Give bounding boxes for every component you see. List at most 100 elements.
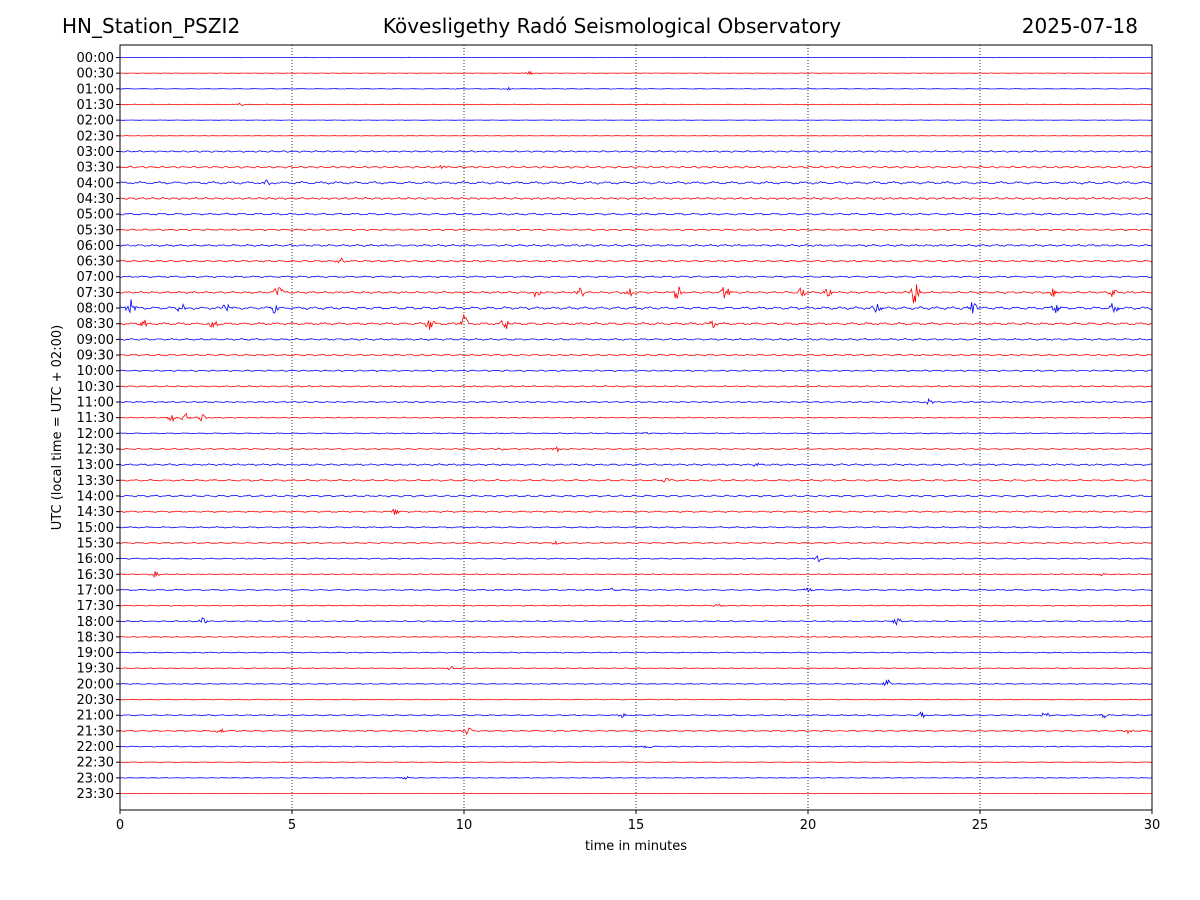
trace-row-2230 [120,761,1153,763]
trace-row-0600 [119,243,1153,247]
y-tick-label: 06:00 [77,239,114,254]
trace-row-0030 [119,70,1153,76]
x-tick-label: 25 [972,818,989,833]
x-tick-label: 5 [288,818,296,833]
y-tick-label: 09:00 [77,333,114,348]
y-tick-label: 19:00 [77,646,114,661]
y-tick-label: 17:00 [77,583,114,598]
x-tick-label: 15 [628,818,645,833]
trace-row-0830 [119,313,1152,330]
trace-row-2100 [119,711,1153,719]
trace-row-0700 [119,275,1153,278]
trace-row-1100 [119,397,1153,405]
y-tick-label: 05:00 [77,208,114,223]
station-title: HN_Station_PSZI2 [62,14,241,38]
trace-row-1600 [119,555,1153,562]
trace-row-2130 [119,727,1153,736]
y-tick-label: 14:30 [77,505,114,520]
x-tick-label: 10 [456,818,473,833]
y-tick-label: 07:30 [77,286,114,301]
trace-row-0300 [119,150,1153,153]
trace-row-0800 [119,299,1153,314]
trace-row-1700 [119,587,1153,593]
y-tick-label: 05:30 [77,223,114,238]
trace-row-0530 [119,228,1152,232]
y-tick-label: 16:00 [77,552,114,567]
trace-row-0400 [120,179,1153,186]
y-tick-label: 23:00 [77,771,114,786]
trace-row-0730 [119,284,1153,304]
y-tick-label: 08:30 [77,317,114,332]
trace-row-0900 [119,338,1153,341]
trace-row-1430 [119,508,1153,515]
y-tick-label: 12:30 [77,443,114,458]
y-tick-label: 18:30 [77,630,114,645]
trace-row-2030 [119,698,1152,701]
trace-row-0100 [119,86,1153,91]
y-tick-label: 14:00 [77,489,114,504]
y-tick-label: 11:30 [77,411,114,426]
trace-row-1000 [119,369,1153,372]
y-tick-label: 11:00 [77,396,114,411]
y-tick-label: 12:00 [77,427,114,442]
y-tick-label: 04:00 [77,176,114,191]
y-tick-label: 09:30 [77,349,114,364]
x-tick-label: 0 [116,818,124,833]
trace-row-0930 [119,353,1152,357]
trace-row-2200 [119,745,1152,749]
trace-row-1030 [119,385,1153,388]
trace-row-1130 [119,412,1152,423]
trace-row-1900 [119,651,1152,654]
y-tick-label: 23:30 [77,787,114,802]
y-tick-label: 03:00 [77,145,114,160]
y-tick-label: 21:30 [77,724,114,739]
trace-row-1630 [119,571,1153,578]
trace-row-1730 [119,603,1153,607]
trace-row-1830 [119,636,1152,638]
y-tick-label: 01:00 [77,82,114,97]
y-tick-label: 01:30 [77,98,114,113]
y-tick-label: 02:30 [77,129,114,144]
trace-row-0430 [119,196,1153,200]
y-tick-label: 13:30 [77,474,114,489]
trace-row-1330 [119,477,1152,483]
trace-row-1300 [119,462,1153,467]
y-tick-label: 10:30 [77,380,114,395]
y-tick-label: 15:30 [77,536,114,551]
y-tick-label: 04:30 [77,192,114,207]
trace-row-0130 [119,102,1153,107]
y-tick-label: 08:00 [77,302,114,317]
x-tick-label: 20 [800,818,817,833]
y-tick-label: 10:00 [77,364,114,379]
y-tick-label: 00:30 [77,67,114,82]
y-tick-label: 21:00 [77,709,114,724]
y-tick-label: 20:30 [77,693,114,708]
trace-row-0500 [119,212,1153,216]
x-tick-label: 30 [1144,818,1161,833]
y-tick-label: 06:30 [77,255,114,270]
trace-row-0330 [119,164,1152,170]
trace-row-1530 [119,539,1152,545]
y-axis-label: UTC (local time = UTC + 02:00) [50,325,65,530]
trace-row-1230 [119,445,1153,453]
y-tick-label: 17:30 [77,599,114,614]
y-tick-label: 19:30 [77,662,114,677]
y-tick-label: 18:00 [77,615,114,630]
x-tick-layer: 0 5 10 15 20 25 30 [116,810,1160,833]
y-tick-label: 20:00 [77,677,114,692]
y-tick-label: 03:30 [77,161,114,176]
trace-row-1800 [119,617,1153,626]
y-tick-label: 15:00 [77,521,114,536]
trace-layer [119,56,1153,795]
observatory-title: Kövesligethy Radó Seismological Observat… [382,14,842,38]
trace-row-2000 [119,678,1153,687]
trace-row-1400 [119,494,1153,498]
date-title: 2025-07-18 [1021,14,1138,38]
x-axis-label: time in minutes [585,839,687,854]
trace-row-1930 [120,666,1152,670]
y-tick-layer: 00:0000:3001:0001:3002:0002:3003:0003:30… [77,51,120,802]
y-tick-label: 16:30 [77,568,114,583]
y-tick-label: 22:00 [77,740,114,755]
trace-row-1200 [120,431,1153,435]
